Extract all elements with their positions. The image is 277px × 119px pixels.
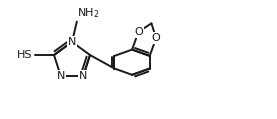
Text: O: O <box>134 27 143 37</box>
Text: HS: HS <box>17 50 33 60</box>
Text: N: N <box>57 71 65 81</box>
Text: O: O <box>152 33 160 43</box>
Text: N: N <box>79 71 87 81</box>
Text: NH$_2$: NH$_2$ <box>78 6 100 20</box>
Text: N: N <box>68 37 76 47</box>
